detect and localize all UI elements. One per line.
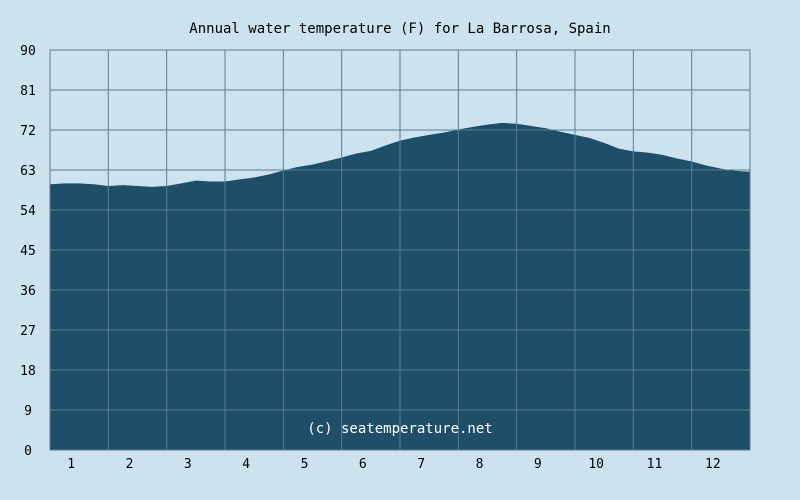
x-tick-label: 6 (359, 457, 367, 472)
y-tick-label: 72 (20, 124, 36, 139)
x-tick-label: 11 (647, 457, 663, 472)
y-tick-label: 0 (24, 444, 32, 459)
credit-label: (c) seatemperature.net (307, 421, 492, 437)
x-tick-label: 10 (588, 457, 604, 472)
x-tick-label: 12 (705, 457, 721, 472)
x-tick-label: 4 (242, 457, 250, 472)
plot-border (49, 49, 751, 451)
x-tick-label: 7 (417, 457, 425, 472)
x-tick-label: 1 (67, 457, 75, 472)
y-tick-label: 81 (20, 84, 36, 99)
y-tick-label: 45 (20, 244, 36, 259)
x-tick-label: 9 (534, 457, 542, 472)
y-tick-label: 36 (20, 284, 36, 299)
x-tick-label: 3 (184, 457, 192, 472)
y-tick-label: 9 (24, 404, 32, 419)
y-tick-label: 63 (20, 164, 36, 179)
y-tick-label: 90 (20, 44, 36, 59)
y-tick-label: 18 (20, 364, 36, 379)
x-tick-label: 2 (126, 457, 134, 472)
y-tick-label: 27 (20, 324, 36, 339)
y-tick-label: 54 (20, 204, 36, 219)
chart-title: Annual water temperature (F) for La Barr… (189, 21, 610, 37)
x-tick-label: 5 (301, 457, 309, 472)
x-tick-label: 8 (476, 457, 484, 472)
